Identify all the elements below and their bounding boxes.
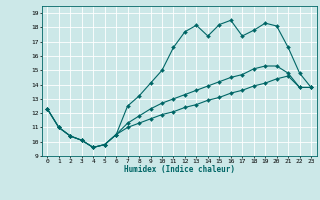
X-axis label: Humidex (Indice chaleur): Humidex (Indice chaleur)	[124, 165, 235, 174]
